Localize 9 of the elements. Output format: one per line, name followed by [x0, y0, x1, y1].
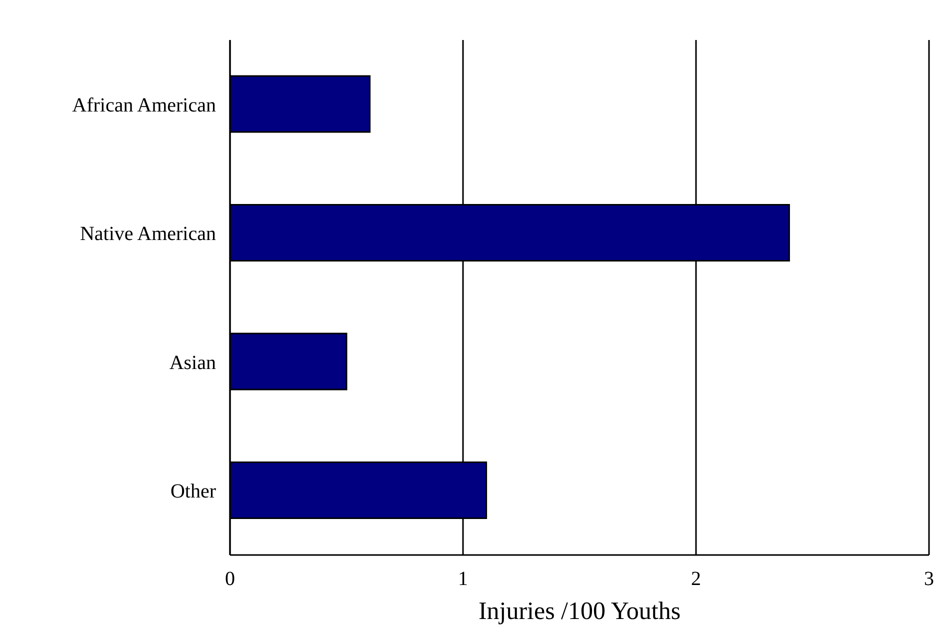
y-tick-label: African American	[72, 94, 216, 116]
x-tick-label: 3	[924, 568, 934, 590]
y-tick-label: Native American	[80, 223, 216, 246]
x-tick-label: 0	[225, 568, 235, 590]
x-tick-label: 2	[691, 568, 701, 590]
x-axis-title: Injuries /100 Youths	[478, 598, 681, 625]
y-tick-label: Other	[170, 480, 216, 503]
y-tick-label: Asian	[169, 352, 216, 374]
x-tick-label: 1	[458, 568, 468, 590]
